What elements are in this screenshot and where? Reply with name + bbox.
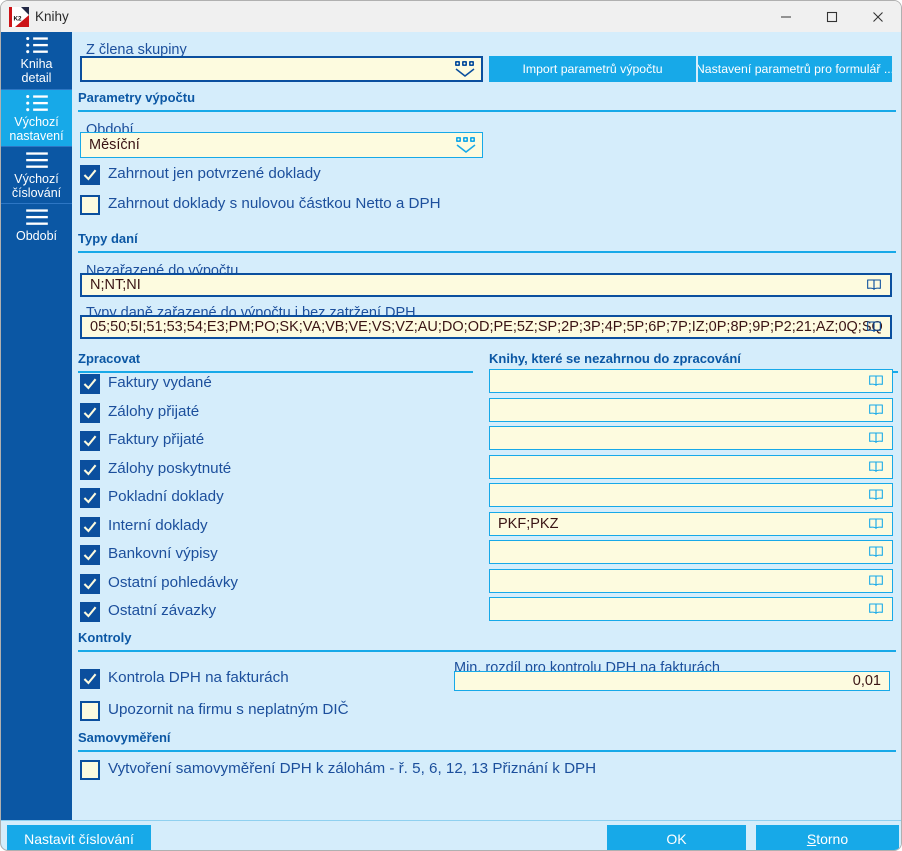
svg-text:K2: K2 xyxy=(14,15,23,22)
